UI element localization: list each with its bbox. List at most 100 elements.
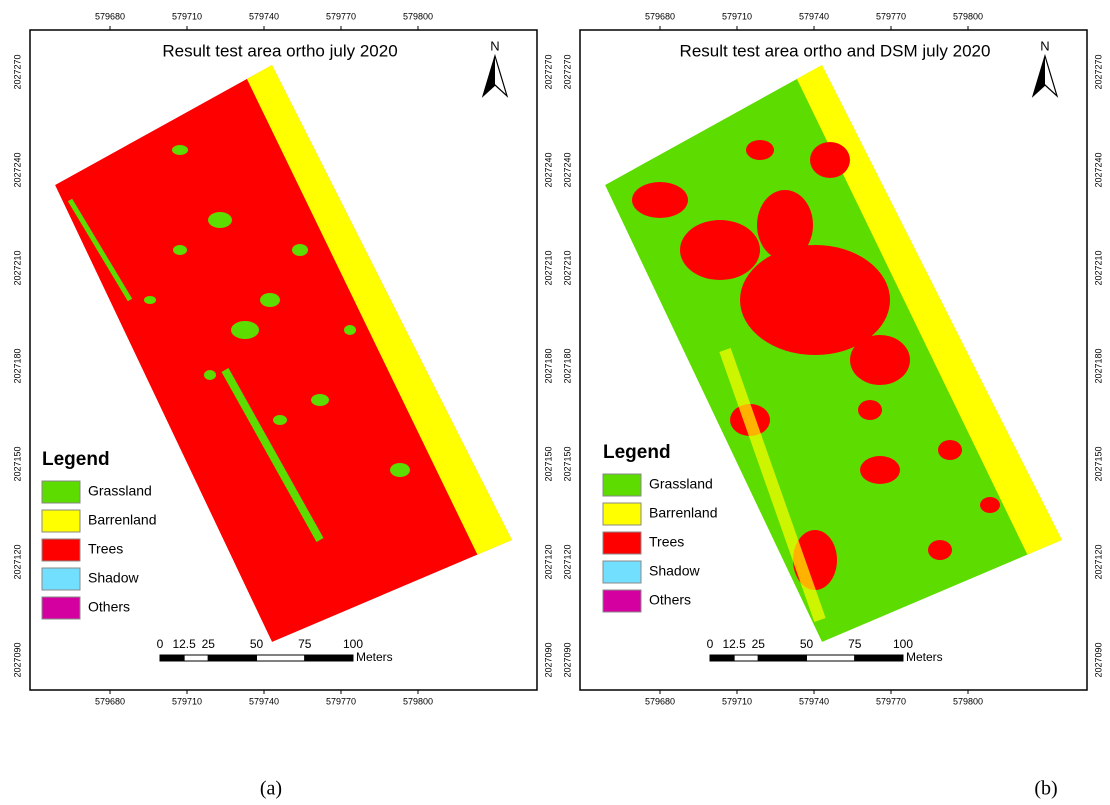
- y-coord-right: 2027120: [1093, 544, 1103, 579]
- legend-label: Others: [649, 592, 691, 608]
- x-coord-bottom: 579680: [645, 696, 675, 706]
- y-coord-right: 2027150: [1093, 446, 1103, 481]
- legend-swatch: [603, 474, 641, 496]
- x-coord-top: 579770: [876, 11, 906, 21]
- map-patch: [344, 325, 356, 335]
- map-patch: [260, 293, 280, 307]
- scale-segment: [807, 655, 855, 661]
- y-coord-right: 2027240: [1093, 152, 1103, 187]
- x-coord-top: 579770: [326, 11, 356, 21]
- y-coord-left: 2027180: [562, 348, 572, 383]
- scale-label: 50: [250, 637, 264, 651]
- x-coord-bottom: 579800: [403, 696, 433, 706]
- map-title: Result test area ortho and DSM july 2020: [680, 41, 991, 60]
- legend-label: Shadow: [649, 563, 700, 579]
- scale-label: 50: [800, 637, 814, 651]
- x-coord-bottom: 579740: [249, 696, 279, 706]
- scale-label: 100: [343, 637, 363, 651]
- y-coord-right: 2027210: [543, 250, 553, 285]
- map-patch: [292, 244, 308, 256]
- map-panel: Result test area ortho and DSM july 2020…: [562, 11, 1103, 706]
- legend-label: Trees: [649, 534, 684, 550]
- legend-label: Grassland: [88, 483, 152, 499]
- legend-swatch: [603, 503, 641, 525]
- x-coord-top: 579740: [249, 11, 279, 21]
- y-coord-right: 2027180: [543, 348, 553, 383]
- y-coord-right: 2027240: [543, 152, 553, 187]
- legend-title: Legend: [42, 449, 110, 470]
- map-patch: [656, 368, 684, 392]
- legend-label: Others: [88, 599, 130, 615]
- map-patch: [208, 212, 232, 228]
- y-coord-left: 2027240: [562, 152, 572, 187]
- scale-segment: [160, 655, 184, 661]
- figure: Result test area ortho july 2020 N 579680 5…: [0, 0, 1110, 805]
- x-coord-top: 579800: [953, 11, 983, 21]
- map-patch: [850, 335, 910, 385]
- panel-caption: (b): [1034, 778, 1057, 800]
- legend-swatch: [42, 597, 80, 619]
- scale-segment: [184, 655, 208, 661]
- scale-segment: [855, 655, 903, 661]
- scale-label: 0: [157, 637, 164, 651]
- legend-label: Barrenland: [649, 505, 718, 521]
- scale-label: 75: [298, 637, 312, 651]
- legend-label: Trees: [88, 541, 123, 557]
- map-patch: [204, 370, 216, 380]
- x-coord-bottom: 579710: [172, 696, 202, 706]
- map-title: Result test area ortho july 2020: [162, 41, 397, 60]
- y-coord-right: 2027270: [1093, 54, 1103, 89]
- y-coord-left: 2027270: [12, 54, 22, 89]
- map-patch: [928, 540, 952, 560]
- x-coord-top: 579680: [645, 11, 675, 21]
- map-patch: [680, 220, 760, 280]
- x-coord-top: 579740: [799, 11, 829, 21]
- map-patch: [980, 497, 1000, 513]
- legend-swatch: [42, 539, 80, 561]
- north-label: N: [1040, 38, 1049, 53]
- scale-segment: [758, 655, 806, 661]
- y-coord-left: 2027090: [12, 642, 22, 677]
- y-coord-left: 2027270: [562, 54, 572, 89]
- y-coord-right: 2027150: [543, 446, 553, 481]
- x-coord-top: 579710: [172, 11, 202, 21]
- x-coord-bottom: 579770: [326, 696, 356, 706]
- x-coord-bottom: 579740: [799, 696, 829, 706]
- map-patch: [172, 145, 188, 155]
- y-coord-right: 2027180: [1093, 348, 1103, 383]
- classified-map: [605, 50, 1090, 642]
- scale-segment: [734, 655, 758, 661]
- scale-label: 25: [202, 637, 216, 651]
- legend-label: Grassland: [649, 476, 713, 492]
- scale-unit: Meters: [356, 650, 393, 664]
- x-coord-bottom: 579710: [722, 696, 752, 706]
- y-coord-left: 2027180: [12, 348, 22, 383]
- legend-label: Shadow: [88, 570, 139, 586]
- x-coord-top: 579680: [95, 11, 125, 21]
- map-patch: [273, 415, 287, 425]
- map-patch: [860, 456, 900, 484]
- x-coord-bottom: 579800: [953, 696, 983, 706]
- y-coord-right: 2027270: [543, 54, 553, 89]
- x-coord-top: 579800: [403, 11, 433, 21]
- map-patch: [746, 140, 774, 160]
- map-patch: [144, 296, 156, 304]
- legend-swatch: [42, 510, 80, 532]
- legend-swatch: [603, 590, 641, 612]
- y-coord-right: 2027090: [1093, 642, 1103, 677]
- panel-caption: (a): [260, 778, 282, 800]
- map-patch: [173, 245, 187, 255]
- x-coord-bottom: 579680: [95, 696, 125, 706]
- scale-segment: [208, 655, 256, 661]
- map-patch: [858, 400, 882, 420]
- map-patch: [810, 142, 850, 178]
- map-patch: [390, 463, 410, 477]
- x-coord-top: 579710: [722, 11, 752, 21]
- y-coord-left: 2027210: [562, 250, 572, 285]
- scale-segment: [257, 655, 305, 661]
- x-coord-bottom: 579770: [876, 696, 906, 706]
- legend-swatch: [42, 568, 80, 590]
- map-panel: Result test area ortho july 2020N5796805…: [12, 11, 553, 706]
- y-coord-right: 2027210: [1093, 250, 1103, 285]
- legend-label: Barrenland: [88, 512, 157, 528]
